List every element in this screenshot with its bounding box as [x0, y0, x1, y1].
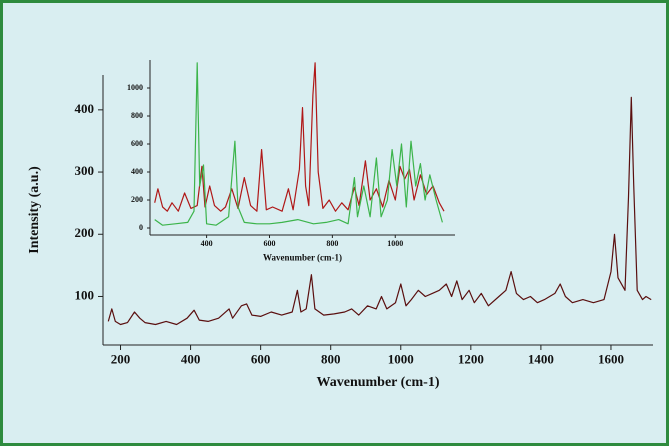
spectrum-line	[107, 96, 652, 326]
y-tick-label: 600	[131, 139, 143, 148]
x-tick-label: 400	[201, 239, 213, 248]
x-tick-label: 600	[263, 239, 275, 248]
x-tick-label: 200	[111, 351, 131, 366]
y-tick-label: 400	[75, 101, 95, 116]
x-tick-label: 1000	[387, 239, 403, 248]
x-tick-label: 800	[326, 239, 338, 248]
x-tick-label: 1200	[458, 351, 484, 366]
y-tick-label: 400	[131, 167, 143, 176]
y-tick-label: 200	[75, 225, 95, 240]
x-tick-label: 1000	[388, 351, 414, 366]
y-tick-label: 0	[139, 223, 143, 232]
x-axis-label: Wavenumber (cm-1)	[263, 252, 342, 262]
x-tick-label: 1600	[598, 351, 624, 366]
y-tick-label: 1000	[127, 83, 143, 92]
y-tick-label: 800	[131, 111, 143, 120]
y-tick-label: 100	[75, 287, 95, 302]
spectrum-line	[154, 62, 445, 212]
y-axis-label: Intensity (a.u.)	[27, 166, 42, 254]
spectrum-line	[154, 62, 443, 226]
x-axis-label: Wavenumber (cm-1)	[317, 375, 440, 390]
x-tick-label: 600	[251, 351, 271, 366]
x-tick-label: 800	[321, 351, 341, 366]
y-tick-label: 300	[75, 163, 95, 178]
x-tick-label: 400	[181, 351, 201, 366]
y-tick-label: 200	[131, 195, 143, 204]
x-tick-label: 1400	[528, 351, 554, 366]
